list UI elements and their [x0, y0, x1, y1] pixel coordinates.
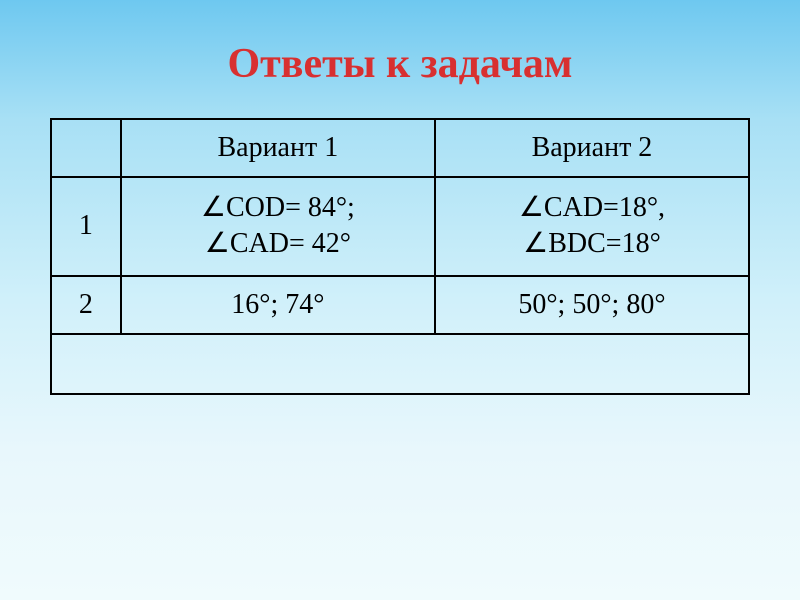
slide-title: Ответы к задачам [20, 40, 780, 88]
header-variant-2: Вариант 2 [435, 119, 749, 177]
slide-container: Ответы к задачам Вариант 1 Вариант 2 1 ∠… [0, 0, 800, 600]
row-1-num: 1 [51, 177, 121, 276]
merged-empty-cell [51, 334, 749, 394]
table-header-row: Вариант 1 Вариант 2 [51, 119, 749, 177]
row-2-variant-2: 50°; 50°; 80° [435, 276, 749, 334]
answers-table-container: Вариант 1 Вариант 2 1 ∠COD= 84°; ∠CAD= 4… [50, 118, 750, 395]
table-row: 2 16°; 74° 50°; 50°; 80° [51, 276, 749, 334]
row-1-variant-1: ∠COD= 84°; ∠CAD= 42° [121, 177, 435, 276]
table-row: 1 ∠COD= 84°; ∠CAD= 42° ∠CAD=18°, ∠BDC=18… [51, 177, 749, 276]
row-1-variant-2: ∠CAD=18°, ∠BDC=18° [435, 177, 749, 276]
answers-table: Вариант 1 Вариант 2 1 ∠COD= 84°; ∠CAD= 4… [50, 118, 750, 395]
table-empty-row [51, 334, 749, 394]
header-variant-1: Вариант 1 [121, 119, 435, 177]
row-2-num: 2 [51, 276, 121, 334]
row-1-v2-line2: ∠BDC=18° [444, 226, 740, 262]
row-1-v2-line1: ∠CAD=18°, [444, 190, 740, 226]
row-2-variant-1: 16°; 74° [121, 276, 435, 334]
row-1-v1-line2: ∠CAD= 42° [130, 226, 426, 262]
row-1-v1-line1: ∠COD= 84°; [130, 190, 426, 226]
header-empty [51, 119, 121, 177]
